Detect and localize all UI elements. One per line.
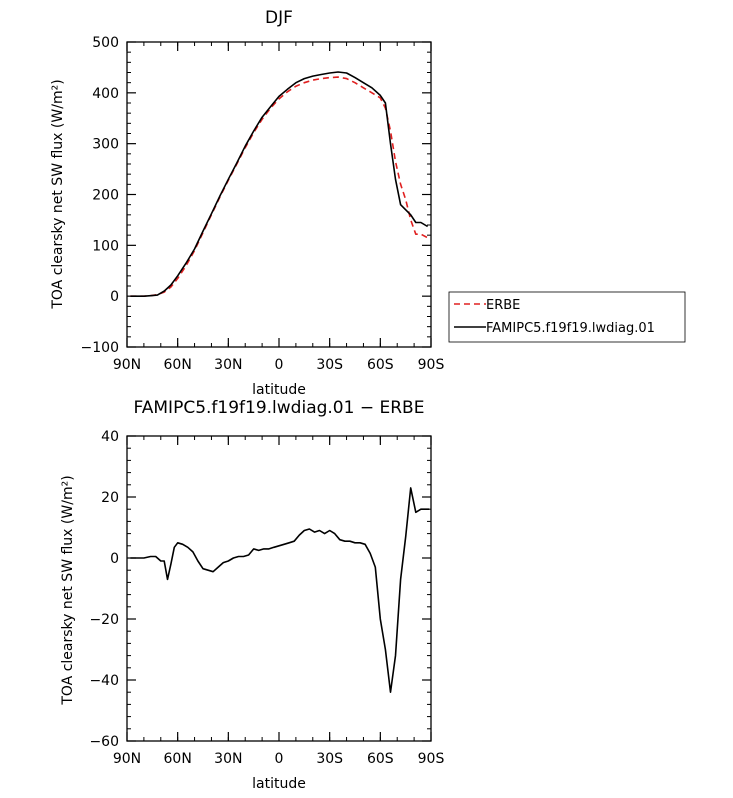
y-tick-label: 100 [92,238,119,254]
y-tick-label: 40 [101,429,119,445]
y-tick-label: 0 [110,289,119,305]
x-tick-label: 30N [214,357,242,373]
bottom-x-axis-label: latitude [252,776,306,792]
x-tick-label: 30N [214,751,242,767]
top-panel: DJF 90N 60N 30N 0 30S 60S 90S −100 0 100 200 300 400… [50,8,444,398]
y-tick-label: 200 [92,188,119,204]
x-tick-label: 90S [418,751,445,767]
series-line-erbe [130,76,428,298]
top-y-axis-label: TOA clearsky net SW flux (W/m²) [50,79,66,309]
bottom-plot-content: 90N 60N 30N 0 30S 60S 90S −60 −40 −20 0 20 40 [89,429,444,767]
bottom-y-axis-label: TOA clearsky net SW flux (W/m²) [60,475,76,705]
y-tick-label: −60 [89,734,119,750]
x-tick-label: 60N [164,751,192,767]
top-plot-frame [126,41,432,348]
top-x-axis-label: latitude [252,382,306,398]
legend-box [448,291,686,343]
legend-label-erbe: ERBE [486,298,520,313]
x-tick-label: 30S [316,751,343,767]
series-line-difference [130,487,430,694]
series-line-famipc5-f19f19-lwdiag-01 [130,71,429,298]
bottom-plot-frame [126,435,432,742]
bottom-panel-title: FAMIPC5.f19f19.lwdiag.01 − ERBE [134,398,425,418]
top-panel-title: DJF [265,8,293,28]
legend: ERBE FAMIPC5.f19f19.lwdiag.01 [448,291,686,343]
legend-label-model: FAMIPC5.f19f19.lwdiag.01 [486,321,655,336]
y-tick-label: −20 [89,612,119,628]
y-tick-label: 500 [92,35,119,51]
x-tick-label: 60S [367,751,394,767]
bottom-panel: FAMIPC5.f19f19.lwdiag.01 − ERBE 90N 60N 30… [60,398,444,792]
x-tick-label: 0 [275,357,284,373]
x-tick-label: 60N [164,357,192,373]
y-tick-label: 0 [110,551,119,567]
x-tick-label: 90S [418,357,445,373]
y-tick-label: 20 [101,490,119,506]
y-tick-label: 300 [92,137,119,153]
top-plot-content: 90N 60N 30N 0 30S 60S 90S −100 0 100 200 300 400 500 [81,35,445,373]
y-tick-label: −100 [81,340,119,356]
x-tick-label: 30S [316,357,343,373]
y-tick-label: −40 [89,673,119,689]
y-tick-label: 400 [92,86,119,102]
x-tick-label: 60S [367,357,394,373]
x-tick-label: 0 [275,751,284,767]
x-tick-label: 90N [113,751,141,767]
x-tick-label: 90N [113,357,141,373]
